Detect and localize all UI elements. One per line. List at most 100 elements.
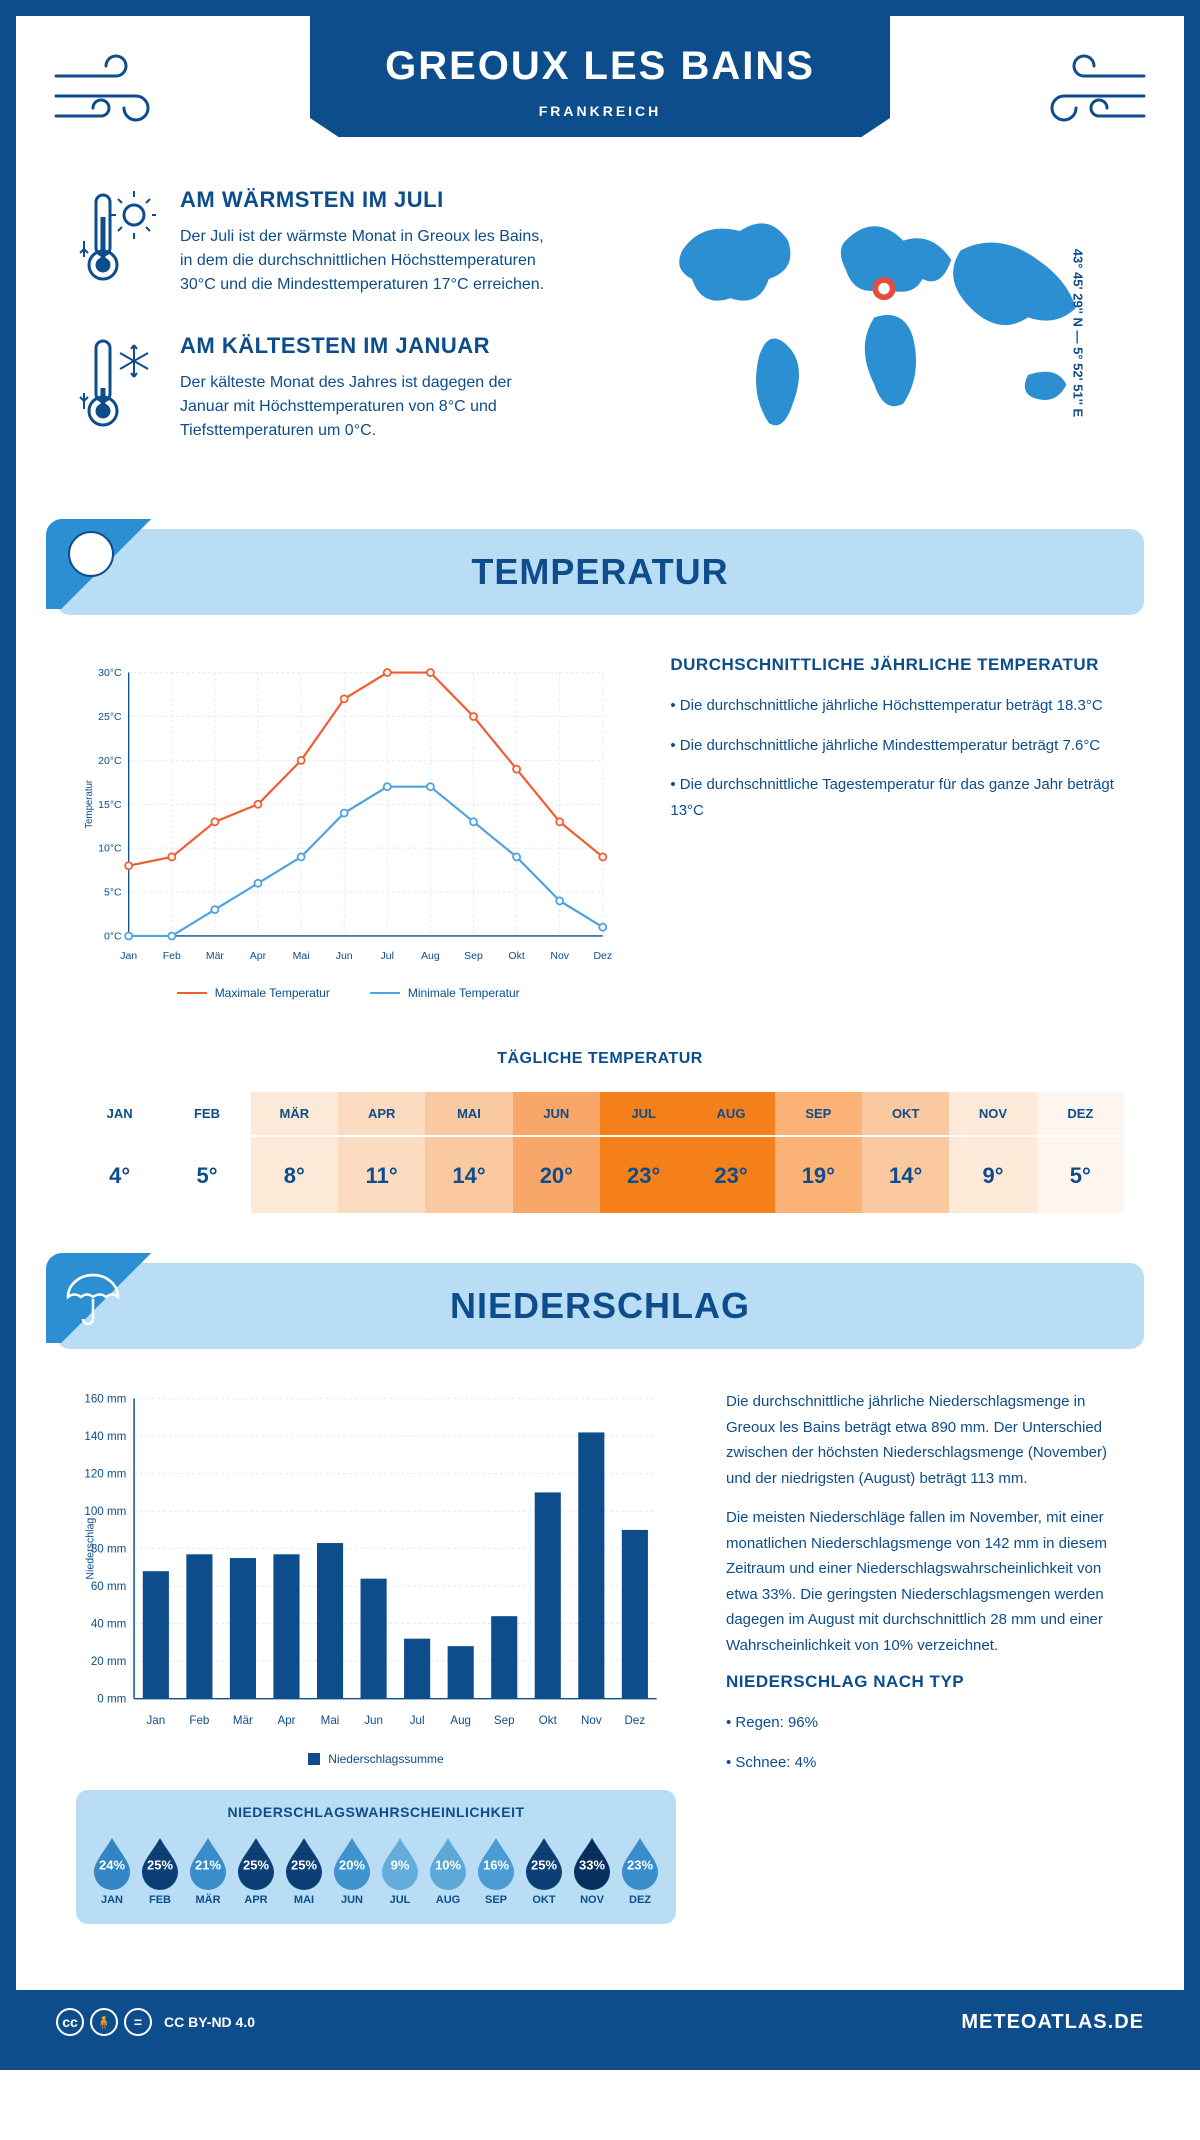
- svg-text:15°C: 15°C: [98, 799, 122, 811]
- drop-pct: 33%: [579, 1858, 605, 1873]
- svg-text:Aug: Aug: [421, 950, 440, 962]
- drop-month: MAI: [282, 1894, 326, 1906]
- footer: cc 🧍 = CC BY-ND 4.0 METEOATLAS.DE: [16, 1990, 1184, 2054]
- svg-text:Okt: Okt: [508, 950, 524, 962]
- svg-text:Aug: Aug: [450, 1714, 471, 1727]
- svg-text:Jul: Jul: [410, 1714, 425, 1727]
- temp-month-label: FEB: [163, 1092, 250, 1135]
- svg-text:Niederschlag: Niederschlag: [84, 1518, 96, 1580]
- coldest-block: AM KÄLTESTEN IM JANUAR Der kälteste Mona…: [76, 333, 604, 443]
- temperature-row: 0°C5°C10°C15°C20°C25°C30°CJanFebMärAprMa…: [16, 645, 1184, 1040]
- cc-icon: cc: [56, 2008, 84, 2036]
- svg-text:Apr: Apr: [277, 1714, 295, 1727]
- drop-cell: 25%OKT: [522, 1834, 566, 1906]
- umbrella-icon: [46, 1253, 166, 1343]
- svg-text:Jan: Jan: [146, 1714, 165, 1727]
- legend-precip: Niederschlagssumme: [328, 1752, 443, 1766]
- precip-chart: 0 mm20 mm40 mm60 mm80 mm100 mm120 mm140 …: [76, 1389, 676, 1924]
- drop-cell: 16%SEP: [474, 1834, 518, 1906]
- drop-pct: 25%: [147, 1858, 173, 1873]
- temp-value: 5°: [1037, 1137, 1124, 1213]
- precip-legend: Niederschlagssumme: [76, 1752, 676, 1766]
- warmest-text: Der Juli ist der wärmste Monat in Greoux…: [180, 225, 560, 297]
- nd-icon: =: [124, 2008, 152, 2036]
- cc-icons: cc 🧍 =: [56, 2008, 152, 2036]
- svg-text:Feb: Feb: [163, 950, 181, 962]
- license-text: CC BY-ND 4.0: [164, 2014, 255, 2030]
- drop-pct: 25%: [243, 1858, 269, 1873]
- world-map: [644, 187, 1124, 472]
- temperature-info: DURCHSCHNITTLICHE JÄHRLICHE TEMPERATUR •…: [670, 655, 1124, 1000]
- svg-text:Jul: Jul: [381, 950, 394, 962]
- info-bullet: • Die durchschnittliche Tagestemperatur …: [670, 772, 1124, 823]
- drop-month: JUL: [378, 1894, 422, 1906]
- precip-row: 0 mm20 mm40 mm60 mm80 mm100 mm120 mm140 …: [16, 1379, 1184, 1964]
- coldest-text: Der kälteste Monat des Jahres ist dagege…: [180, 371, 560, 443]
- prob-title: NIEDERSCHLAGSWAHRSCHEINLICHKEIT: [90, 1804, 662, 1820]
- temp-month-label: NOV: [949, 1092, 1036, 1135]
- precip-para2: Die meisten Niederschläge fallen im Nove…: [726, 1505, 1124, 1658]
- section-title: NIEDERSCHLAG: [56, 1285, 1144, 1327]
- drop-cell: 20%JUN: [330, 1834, 374, 1906]
- by-icon: 🧍: [90, 2008, 118, 2036]
- precip-para1: Die durchschnittliche jährliche Niedersc…: [726, 1389, 1124, 1491]
- drop-pct: 24%: [99, 1858, 125, 1873]
- svg-text:Jun: Jun: [336, 950, 353, 962]
- svg-text:0 mm: 0 mm: [97, 1693, 126, 1706]
- section-bar-precip: NIEDERSCHLAG: [56, 1263, 1144, 1349]
- svg-text:20 mm: 20 mm: [91, 1655, 126, 1668]
- site-name: METEOATLAS.DE: [961, 2011, 1144, 2034]
- svg-text:Jun: Jun: [364, 1714, 383, 1727]
- coordinates: 43° 45' 29'' N — 5° 52' 51'' E: [1070, 249, 1085, 417]
- svg-text:Okt: Okt: [539, 1714, 558, 1727]
- svg-text:Sep: Sep: [464, 950, 483, 962]
- temp-month-label: JUL: [600, 1092, 687, 1135]
- intro-left: AM WÄRMSTEN IM JULI Der Juli ist der wär…: [76, 187, 604, 479]
- drop-month: JUN: [330, 1894, 374, 1906]
- info-bullet: • Regen: 96%: [726, 1710, 1124, 1736]
- warmest-block: AM WÄRMSTEN IM JULI Der Juli ist der wär…: [76, 187, 604, 297]
- temp-month-label: JUN: [513, 1092, 600, 1135]
- thermometer-hot-icon: [76, 187, 156, 297]
- svg-text:Dez: Dez: [593, 950, 612, 962]
- drop-pct: 10%: [435, 1858, 461, 1873]
- precip-type-title: NIEDERSCHLAG NACH TYP: [726, 1672, 1124, 1692]
- drop-cell: 21%MÄR: [186, 1834, 230, 1906]
- svg-text:140 mm: 140 mm: [84, 1430, 126, 1443]
- temp-value: 14°: [425, 1137, 512, 1213]
- drop-month: SEP: [474, 1894, 518, 1906]
- wind-icon: [46, 46, 166, 141]
- svg-text:160 mm: 160 mm: [84, 1393, 126, 1406]
- info-bullet: • Schnee: 4%: [726, 1750, 1124, 1776]
- drop-month: NOV: [570, 1894, 614, 1906]
- drop-cell: 25%APR: [234, 1834, 278, 1906]
- drop-month: DEZ: [618, 1894, 662, 1906]
- country-name: FRANKREICH: [330, 103, 870, 119]
- drop-cell: 24%JAN: [90, 1834, 134, 1906]
- svg-text:30°C: 30°C: [98, 667, 122, 679]
- svg-text:100 mm: 100 mm: [84, 1505, 126, 1518]
- temp-info-title: DURCHSCHNITTLICHE JÄHRLICHE TEMPERATUR: [670, 655, 1124, 675]
- drop-cell: 9% JUL: [378, 1834, 422, 1906]
- drop-pct: 9%: [391, 1858, 410, 1873]
- drop-pct: 25%: [531, 1858, 557, 1873]
- temperature-chart: 0°C5°C10°C15°C20°C25°C30°CJanFebMärAprMa…: [76, 655, 620, 1000]
- world-map-block: 43° 45' 29'' N — 5° 52' 51'' E: [644, 187, 1124, 479]
- temp-month-label: DEZ: [1037, 1092, 1124, 1135]
- drop-cell: 23%DEZ: [618, 1834, 662, 1906]
- precip-probability-box: NIEDERSCHLAGSWAHRSCHEINLICHKEIT 24%JAN 25…: [76, 1790, 676, 1924]
- legend-max: Maximale Temperatur: [215, 986, 330, 1000]
- info-bullet: • Die durchschnittliche jährliche Mindes…: [670, 733, 1124, 759]
- svg-text:Mai: Mai: [293, 950, 310, 962]
- svg-text:Feb: Feb: [189, 1714, 209, 1727]
- coldest-title: AM KÄLTESTEN IM JANUAR: [180, 333, 560, 359]
- svg-text:Sep: Sep: [494, 1714, 515, 1727]
- header-banner: GREOUX LES BAINS FRANKREICH: [310, 16, 890, 137]
- svg-text:60 mm: 60 mm: [91, 1580, 126, 1593]
- thermometer-cold-icon: [76, 333, 156, 443]
- svg-text:Mai: Mai: [321, 1714, 340, 1727]
- drop-month: MÄR: [186, 1894, 230, 1906]
- temp-value: 23°: [687, 1137, 774, 1213]
- warmest-title: AM WÄRMSTEN IM JULI: [180, 187, 560, 213]
- drop-cell: 33% NOV: [570, 1834, 614, 1906]
